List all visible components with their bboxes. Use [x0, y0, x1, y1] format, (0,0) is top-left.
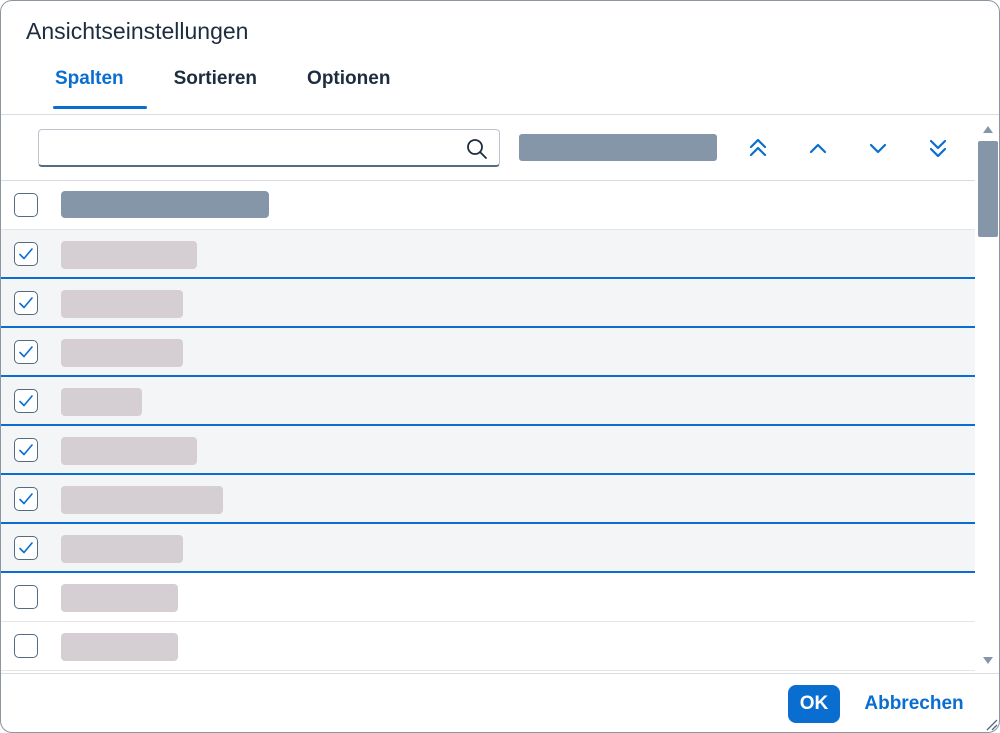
- tab-optionen[interactable]: Optionen: [307, 68, 391, 89]
- list-item[interactable]: [1, 426, 975, 475]
- list-item[interactable]: [1, 622, 975, 671]
- column-label-placeholder: [61, 486, 223, 514]
- column-label-placeholder: [61, 290, 183, 318]
- column-label-placeholder: [61, 388, 142, 416]
- selected-count-placeholder: [519, 134, 717, 161]
- resize-handle-icon[interactable]: [984, 717, 998, 731]
- row-checkbox[interactable]: [14, 242, 38, 266]
- move-to-bottom-icon: [929, 139, 947, 158]
- checkmark-icon: [19, 395, 33, 407]
- move-up-button[interactable]: [798, 131, 838, 165]
- move-down-icon: [869, 143, 887, 154]
- row-checkbox[interactable]: [14, 585, 38, 609]
- columns-panel: [1, 115, 975, 673]
- checkmark-icon: [19, 346, 33, 358]
- list-item[interactable]: [1, 475, 975, 524]
- columns-list: [1, 181, 975, 671]
- scroll-thumb[interactable]: [978, 141, 998, 237]
- list-item[interactable]: [1, 524, 975, 573]
- column-header-placeholder: [61, 191, 269, 218]
- search-field[interactable]: [38, 129, 500, 167]
- row-checkbox[interactable]: [14, 340, 38, 364]
- row-checkbox[interactable]: [14, 389, 38, 413]
- list-item[interactable]: [1, 573, 975, 622]
- footer-divider: [1, 673, 999, 674]
- tab-bar: Spalten Sortieren Optionen: [37, 63, 422, 113]
- row-checkbox[interactable]: [14, 536, 38, 560]
- checkmark-icon: [19, 444, 33, 456]
- search-icon[interactable]: [465, 137, 489, 161]
- scroll-up-arrow-icon[interactable]: [982, 124, 994, 134]
- row-checkbox[interactable]: [14, 438, 38, 462]
- checkmark-icon: [19, 248, 33, 260]
- dialog-title: Ansichtseinstellungen: [26, 18, 249, 44]
- header-divider: [1, 114, 999, 115]
- list-item[interactable]: [1, 279, 975, 328]
- move-to-bottom-button[interactable]: [918, 131, 958, 165]
- tab-sortieren[interactable]: Sortieren: [173, 68, 258, 89]
- vertical-scrollbar[interactable]: [975, 115, 999, 673]
- move-down-button[interactable]: [858, 131, 898, 165]
- checkmark-icon: [19, 493, 33, 505]
- column-label-placeholder: [61, 633, 178, 661]
- cancel-button[interactable]: Abbrechen: [855, 685, 973, 723]
- list-header-row: [1, 181, 975, 230]
- search-input[interactable]: [47, 134, 457, 162]
- ok-button[interactable]: OK: [788, 685, 840, 723]
- row-checkbox[interactable]: [14, 291, 38, 315]
- row-checkbox[interactable]: [14, 634, 38, 658]
- column-label-placeholder: [61, 584, 178, 612]
- columns-toolbar: [1, 115, 975, 181]
- tab-spalten[interactable]: Spalten: [37, 63, 147, 109]
- move-to-top-button[interactable]: [738, 131, 778, 165]
- column-label-placeholder: [61, 535, 183, 563]
- column-label-placeholder: [61, 241, 197, 269]
- select-all-checkbox[interactable]: [14, 193, 38, 217]
- checkmark-icon: [19, 542, 33, 554]
- checkmark-icon: [19, 297, 33, 309]
- row-checkbox[interactable]: [14, 487, 38, 511]
- move-up-icon: [809, 143, 827, 154]
- column-label-placeholder: [61, 339, 183, 367]
- list-item[interactable]: [1, 328, 975, 377]
- list-item[interactable]: [1, 230, 975, 279]
- list-item[interactable]: [1, 377, 975, 426]
- dialog-footer: OK Abbrechen: [1, 674, 999, 732]
- column-label-placeholder: [61, 437, 197, 465]
- move-to-top-icon: [749, 138, 767, 157]
- scroll-down-arrow-icon[interactable]: [982, 656, 994, 666]
